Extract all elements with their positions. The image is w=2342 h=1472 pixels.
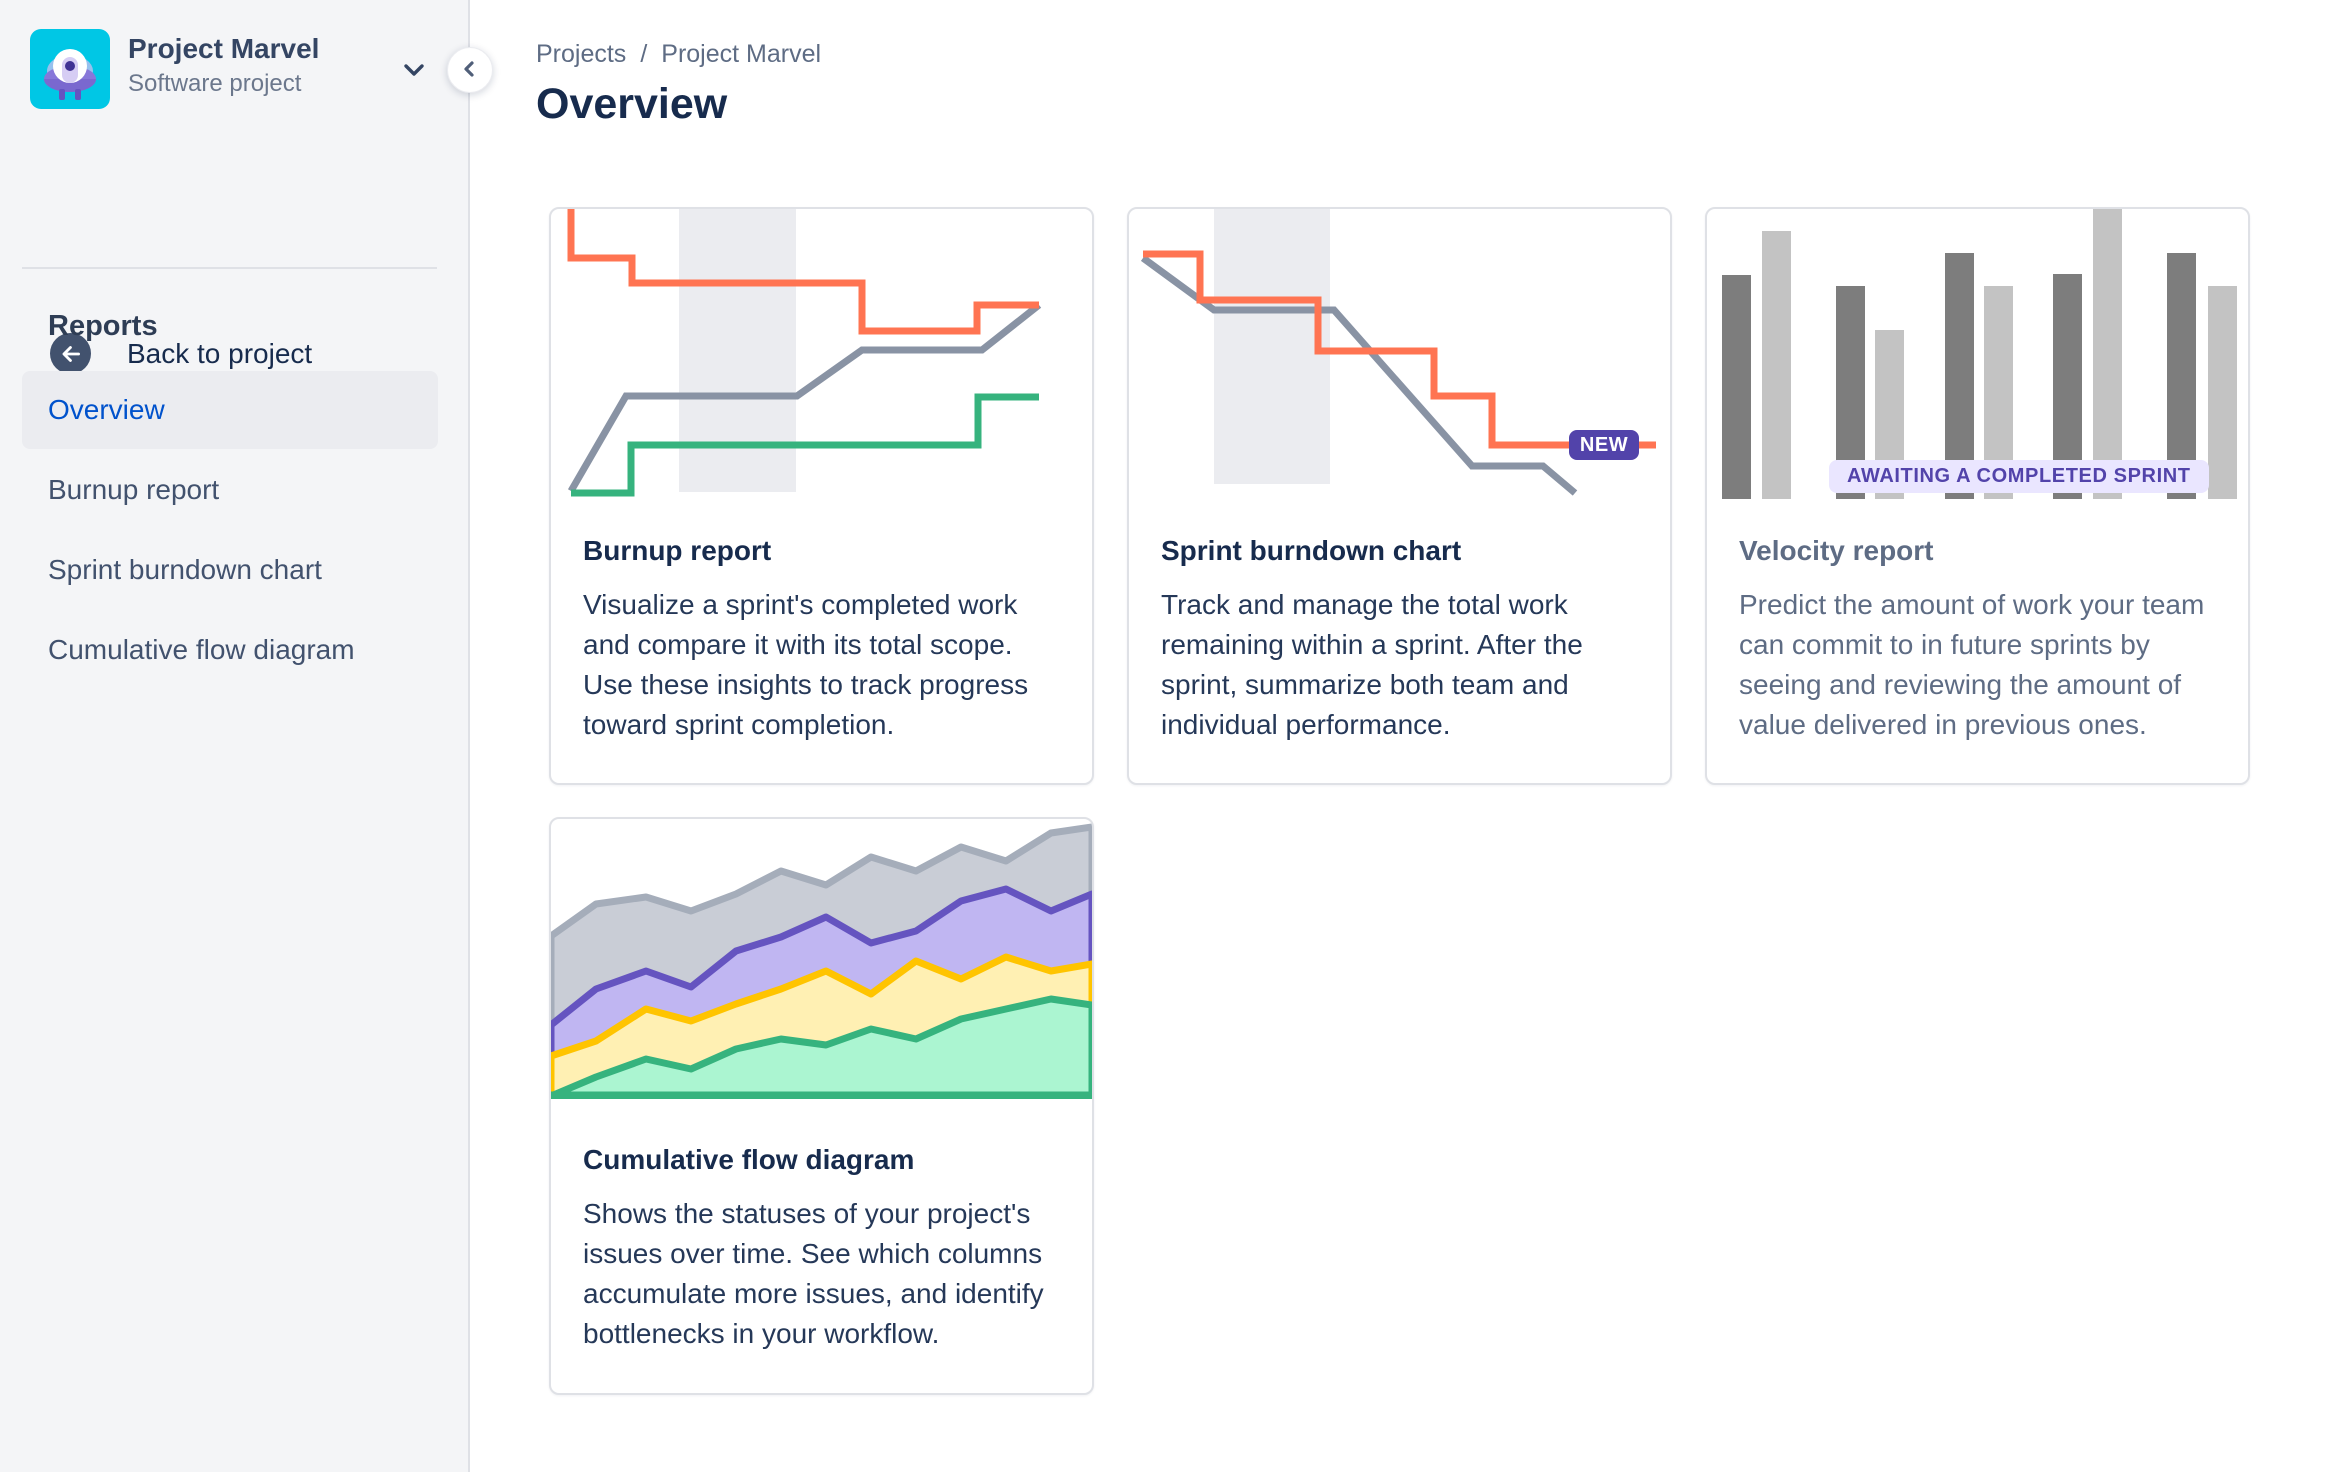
card-title: Burnup report: [583, 535, 772, 566]
card-velocity-report[interactable]: AWAITING A COMPLETED SPRINT Velocity rep…: [1705, 207, 2250, 785]
sidebar-item-sprint-burndown-chart[interactable]: Sprint burndown chart: [22, 531, 438, 609]
card-title: Sprint burndown chart: [1161, 535, 1462, 566]
card-burnup-report[interactable]: Burnup report Visualize a sprint's compl…: [549, 207, 1094, 785]
chevron-left-icon: [460, 59, 480, 82]
card-description: Shows the statuses of your project's iss…: [583, 1198, 1044, 1349]
sidebar-item-burnup-report[interactable]: Burnup report: [22, 451, 438, 529]
chevron-down-icon: [400, 56, 428, 84]
velocity-bar-chart-illustration: [1722, 209, 2237, 499]
collapse-sidebar-button[interactable]: [447, 47, 493, 93]
sidebar-item-label: Burnup report: [48, 474, 220, 505]
new-badge: NEW: [1569, 430, 1639, 460]
main-content: Projects / Project Marvel Overview Burnu…: [472, 0, 2342, 1472]
back-arrow-icon: [50, 333, 91, 374]
burndown-chart-illustration: [1140, 209, 1656, 496]
card-description: Visualize a sprint's completed work and …: [583, 589, 1029, 740]
card-cumulative-flow-diagram[interactable]: Cumulative flow diagram Shows the status…: [549, 817, 1094, 1395]
reports-nav: Overview Burnup report Sprint burndown c…: [22, 371, 438, 691]
sidebar-item-label: Overview: [48, 394, 165, 425]
project-avatar-icon: [30, 29, 110, 109]
sidebar-item-overview[interactable]: Overview: [22, 371, 438, 449]
reports-section-heading: Reports: [48, 310, 158, 342]
card-description: Predict the amount of work your team can…: [1739, 589, 2205, 740]
breadcrumb: Projects / Project Marvel: [536, 40, 821, 69]
sidebar: Project Marvel Software project Back to …: [0, 0, 470, 1472]
page-title: Overview: [536, 80, 728, 128]
back-to-project-button[interactable]: Back to project: [0, 160, 470, 374]
breadcrumb-separator: /: [640, 40, 648, 68]
card-title: Velocity report: [1739, 535, 1934, 566]
burnup-chart-illustration: [567, 209, 1042, 497]
sidebar-item-cumulative-flow-diagram[interactable]: Cumulative flow diagram: [22, 611, 438, 689]
back-to-project-label: Back to project: [127, 338, 313, 369]
project-name: Project Marvel: [128, 33, 320, 64]
card-sprint-burndown-chart[interactable]: NEW Sprint burndown chart Track and mana…: [1127, 207, 1672, 785]
breadcrumb-projects-link[interactable]: Projects: [536, 40, 627, 68]
sidebar-item-label: Cumulative flow diagram: [48, 634, 355, 665]
card-title: Cumulative flow diagram: [583, 1144, 915, 1175]
report-cards-grid: Burnup report Visualize a sprint's compl…: [549, 207, 2250, 1395]
awaiting-completed-sprint-badge: AWAITING A COMPLETED SPRINT: [1829, 460, 2209, 493]
project-type: Software project: [128, 70, 302, 97]
project-switcher[interactable]: Project Marvel Software project: [18, 18, 438, 120]
breadcrumb-project-marvel-link[interactable]: Project Marvel: [661, 40, 822, 68]
sidebar-divider: [22, 267, 437, 269]
cumulative-flow-illustration: [551, 823, 1092, 1099]
card-description: Track and manage the total work remainin…: [1161, 589, 1583, 740]
sidebar-item-label: Sprint burndown chart: [48, 554, 322, 585]
